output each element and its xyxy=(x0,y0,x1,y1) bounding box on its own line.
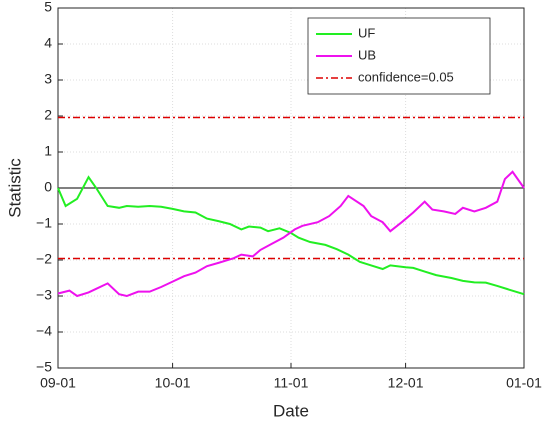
x-tick-label: 10-01 xyxy=(155,375,191,391)
series-line xyxy=(57,170,525,298)
y-tick-label: −2 xyxy=(36,251,52,267)
y-tick-label: 5 xyxy=(44,0,52,15)
y-tick-label: 3 xyxy=(44,71,52,87)
x-tick-label: 11-01 xyxy=(274,375,309,391)
y-tick-label: −5 xyxy=(36,359,52,375)
y-tick-label: −1 xyxy=(36,215,52,231)
y-tick-label: −3 xyxy=(36,287,52,303)
legend-label: UF xyxy=(358,25,375,40)
y-tick-label: 1 xyxy=(44,143,52,159)
x-tick-label: 12-01 xyxy=(388,375,424,391)
y-tick-label: 4 xyxy=(44,35,52,51)
y-tick-label: −4 xyxy=(36,323,52,339)
x-tick-label: 09-01 xyxy=(40,375,76,391)
x-axis-label: Date xyxy=(273,401,309,420)
y-tick-label: 0 xyxy=(44,179,52,195)
series-line xyxy=(57,175,525,296)
legend-label: confidence=0.05 xyxy=(358,69,454,84)
x-tick-label: 01-01 xyxy=(506,375,542,391)
legend-label: UB xyxy=(358,47,376,62)
y-axis-label: Statistic xyxy=(5,158,24,218)
y-tick-label: 2 xyxy=(44,107,52,123)
